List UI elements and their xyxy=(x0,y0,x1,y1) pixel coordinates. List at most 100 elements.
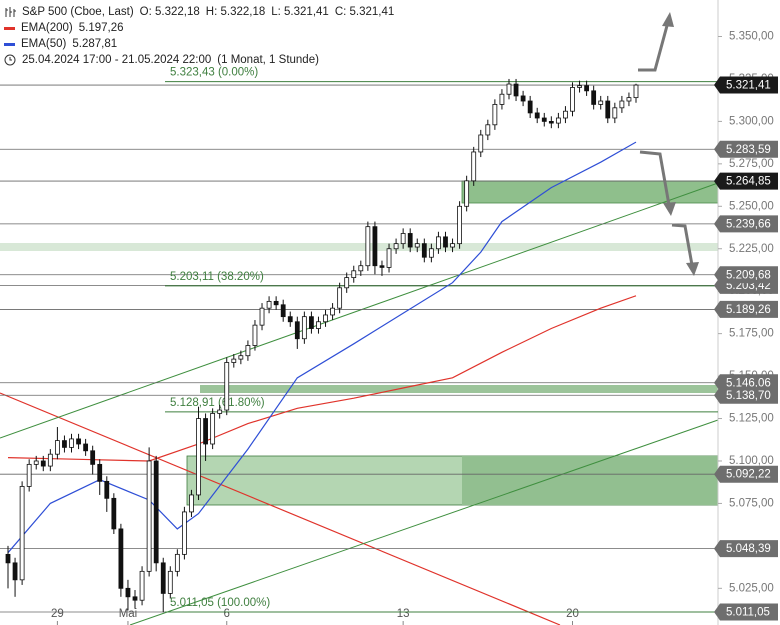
candle-body xyxy=(83,443,89,452)
legend-name: EMA(200) xyxy=(21,22,73,34)
arrow xyxy=(638,21,670,72)
x-tick-label: 29 xyxy=(51,608,64,620)
price-tag-label: 5.048,39 xyxy=(726,543,771,555)
price-tag-label: 5.092,22 xyxy=(726,469,771,481)
symbol: S&P 500 (Cboe, Last) xyxy=(22,6,134,18)
candle-body xyxy=(69,438,74,448)
zone-band xyxy=(0,243,718,251)
ema-line xyxy=(7,295,637,462)
legend: S&P 500 (Cboe, Last) O: 5.322,18 H: 5.32… xyxy=(4,4,394,68)
candle-body xyxy=(372,226,378,267)
candle-body xyxy=(104,480,110,499)
y-tick-label: 5.100,00 xyxy=(729,455,774,467)
price-tag xyxy=(714,465,778,483)
legend-row: 25.04.2024 17:00 - 21.05.2024 22:00 (1 M… xyxy=(4,52,394,68)
candle-body xyxy=(252,324,258,346)
price-tag xyxy=(714,266,778,284)
arrow-head xyxy=(686,262,699,276)
candle-body xyxy=(174,553,180,572)
candle-body xyxy=(259,307,265,326)
fib-label: 5.128,91 (61.80%) xyxy=(170,397,265,409)
candle-body xyxy=(167,570,173,594)
candle-body xyxy=(90,450,96,465)
price-tag xyxy=(714,603,778,621)
candle-body xyxy=(506,83,512,95)
candle-body xyxy=(203,418,208,445)
candle-body xyxy=(358,265,364,272)
candle-body xyxy=(428,248,434,258)
trend-line xyxy=(129,419,719,625)
price-tag xyxy=(714,300,778,318)
candle-body xyxy=(12,562,18,581)
candle-body xyxy=(301,316,307,340)
candle-body xyxy=(125,587,131,598)
zone xyxy=(461,180,719,204)
candle-body xyxy=(492,104,498,126)
candle-body xyxy=(414,243,420,248)
candle-body xyxy=(605,100,611,119)
x-tick-label: 20 xyxy=(566,608,579,620)
price-tag-label: 5.264,85 xyxy=(726,176,771,188)
price-tag-label: 5.239,66 xyxy=(726,218,771,230)
price-tag-label: 5.189,26 xyxy=(726,304,771,316)
candle-body xyxy=(19,486,25,581)
zones xyxy=(0,0,719,625)
quote-open: O: 5.322,18 xyxy=(139,6,200,18)
price-tag-label: 5.011,05 xyxy=(726,607,770,619)
candle-body xyxy=(443,236,448,248)
candle-body xyxy=(210,413,216,445)
candle-body xyxy=(541,117,547,122)
candle-body xyxy=(33,460,39,465)
candle-body xyxy=(400,233,406,245)
candle-body xyxy=(365,226,371,267)
candle-body xyxy=(238,355,244,360)
candle-body xyxy=(485,124,491,136)
price-tag xyxy=(714,215,778,233)
legend-name: EMA(50) xyxy=(21,38,67,50)
candle-body xyxy=(513,83,519,97)
arrow-head xyxy=(662,12,674,27)
x-tick-label: 13 xyxy=(397,608,410,620)
legend-swatch xyxy=(4,26,15,30)
candle-body xyxy=(132,596,138,601)
candle-body xyxy=(189,494,194,513)
legend-row: EMA(50) 5.287,81 xyxy=(4,36,394,52)
candle-body xyxy=(231,358,237,363)
candle-body xyxy=(245,345,251,357)
candle-body xyxy=(499,93,505,105)
interval: (1 Monat, 1 Stunde) xyxy=(217,54,319,66)
candle-body xyxy=(471,151,477,182)
fib-label: 5.323,43 (0.00%) xyxy=(170,67,258,79)
candle-body xyxy=(224,362,230,411)
candle-body xyxy=(266,300,272,309)
candle-body xyxy=(379,265,385,268)
price-tag xyxy=(714,540,778,558)
trend-line xyxy=(0,182,719,439)
x-tick-label: 6 xyxy=(224,608,230,620)
candle-body xyxy=(337,287,343,309)
candle-body xyxy=(563,110,568,119)
clock-icon xyxy=(4,54,16,66)
candle-body xyxy=(478,134,484,153)
bar-icon xyxy=(5,7,16,17)
candle-body xyxy=(548,121,554,124)
candle-body xyxy=(294,321,300,340)
candle-body xyxy=(5,553,11,564)
y-tick-label: 5.250,00 xyxy=(729,200,774,212)
candle-body xyxy=(626,97,632,102)
candle-body xyxy=(344,277,350,289)
candle-body xyxy=(47,453,53,467)
candle-body xyxy=(330,307,335,316)
zone xyxy=(200,385,718,393)
legend-value: 5.287,81 xyxy=(72,38,118,50)
candle-body xyxy=(436,236,441,250)
candle-body xyxy=(464,180,470,207)
price-tag xyxy=(714,76,778,94)
price-tag-label: 5.146,06 xyxy=(726,377,771,389)
candle-body xyxy=(146,460,152,572)
fib-label: 5.203,11 (38.20%) xyxy=(170,271,264,283)
price-tag-label: 5.283,59 xyxy=(726,144,771,156)
fib-label: 5.011,05 (100.00%) xyxy=(170,597,270,609)
